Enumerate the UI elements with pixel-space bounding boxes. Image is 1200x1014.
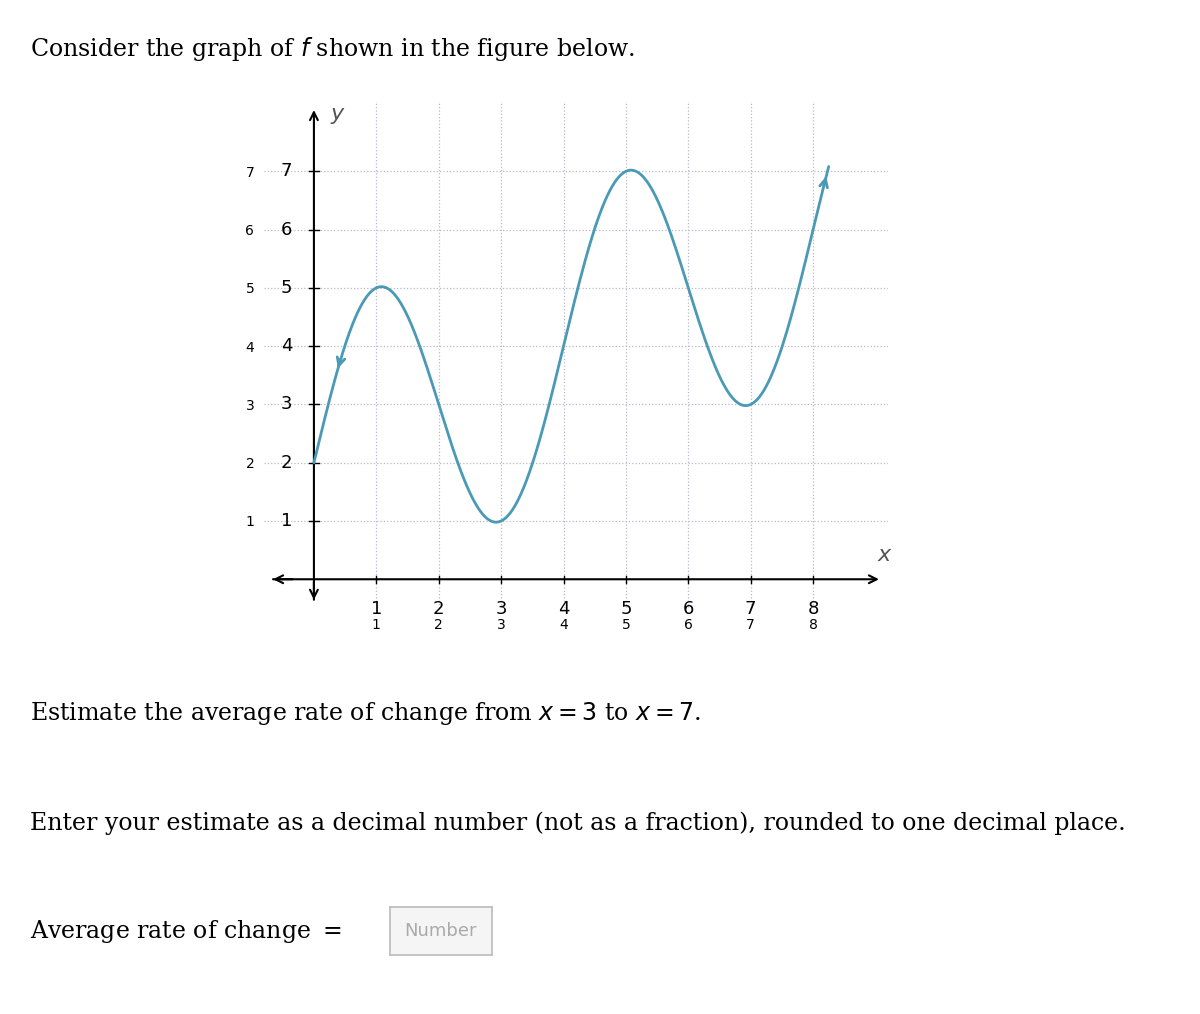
Text: 3: 3: [496, 599, 506, 618]
Text: 2: 2: [433, 599, 444, 618]
Text: 1: 1: [371, 599, 382, 618]
Text: Enter your estimate as a decimal number (not as a fraction), rounded to one deci: Enter your estimate as a decimal number …: [30, 811, 1126, 835]
Text: 4: 4: [558, 599, 569, 618]
Text: 6: 6: [281, 221, 292, 238]
Text: Number: Number: [404, 922, 478, 940]
Text: 2: 2: [281, 453, 292, 472]
Text: $x$: $x$: [877, 545, 893, 567]
Text: 5: 5: [620, 599, 631, 618]
Text: Estimate the average rate of change from $x = 3$ to $x = 7$.: Estimate the average rate of change from…: [30, 700, 701, 727]
Text: 5: 5: [281, 279, 292, 297]
Text: 7: 7: [281, 162, 292, 180]
Text: 4: 4: [281, 338, 292, 355]
Text: Consider the graph of $f$ shown in the figure below.: Consider the graph of $f$ shown in the f…: [30, 35, 635, 64]
Text: 1: 1: [281, 512, 292, 530]
Text: Average rate of change $=$: Average rate of change $=$: [30, 918, 342, 945]
Text: 6: 6: [683, 599, 694, 618]
Text: $y$: $y$: [330, 104, 346, 127]
Text: 3: 3: [281, 395, 292, 414]
Text: 8: 8: [808, 599, 818, 618]
Text: 7: 7: [745, 599, 756, 618]
